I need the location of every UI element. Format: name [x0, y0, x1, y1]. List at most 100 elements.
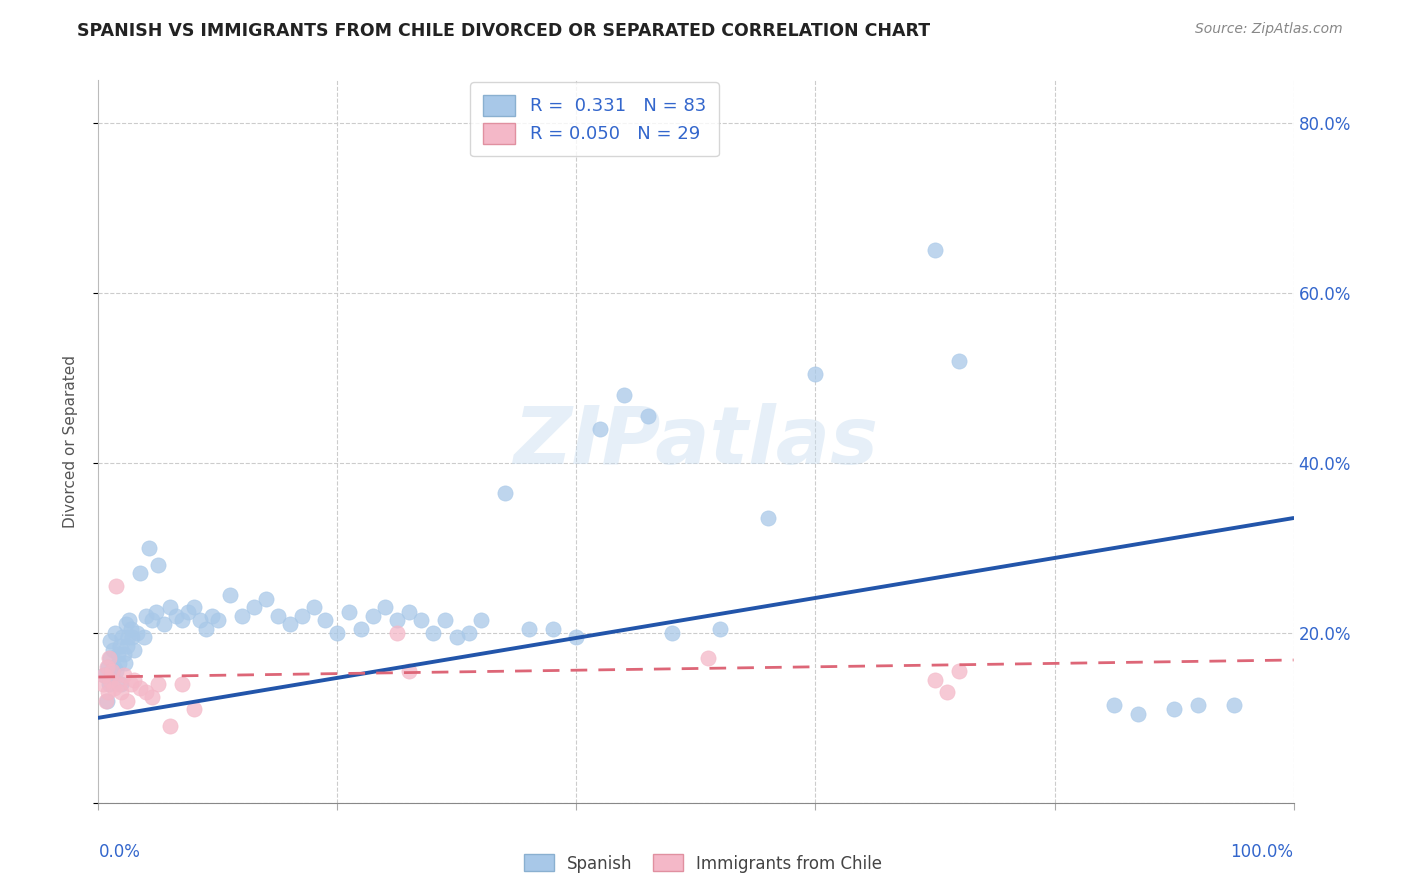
Point — [141, 613, 163, 627]
Point — [924, 673, 946, 687]
Point — [93, 668, 115, 682]
Point — [422, 625, 444, 640]
Point — [385, 625, 409, 640]
Point — [195, 622, 218, 636]
Point — [278, 617, 301, 632]
Point — [948, 664, 970, 678]
Point — [153, 617, 176, 632]
Point — [637, 409, 659, 423]
Point — [697, 651, 720, 665]
Point — [145, 605, 167, 619]
Point — [103, 660, 125, 674]
Legend: R =  0.331   N = 83, R = 0.050   N = 29: R = 0.331 N = 83, R = 0.050 N = 29 — [470, 82, 718, 156]
Point — [115, 617, 138, 632]
Point — [948, 353, 970, 368]
Point — [411, 613, 433, 627]
Point — [100, 664, 122, 678]
Point — [132, 630, 155, 644]
Point — [291, 608, 314, 623]
Point — [125, 625, 148, 640]
Point — [756, 511, 779, 525]
Point — [129, 681, 152, 695]
Point — [114, 656, 136, 670]
Point — [98, 673, 122, 687]
Point — [96, 660, 118, 674]
Point — [98, 651, 122, 665]
Point — [494, 485, 516, 500]
Text: Source: ZipAtlas.com: Source: ZipAtlas.com — [1195, 22, 1343, 37]
Point — [103, 681, 125, 695]
Point — [159, 719, 181, 733]
Point — [98, 677, 121, 691]
Point — [188, 613, 211, 627]
Point — [458, 625, 481, 640]
Point — [107, 647, 129, 661]
Point — [517, 622, 540, 636]
Point — [661, 625, 683, 640]
Point — [117, 630, 139, 644]
Point — [936, 685, 959, 699]
Point — [172, 677, 194, 691]
Point — [374, 600, 396, 615]
Point — [207, 613, 229, 627]
Point — [91, 677, 114, 691]
Point — [177, 605, 200, 619]
Point — [254, 591, 277, 606]
Y-axis label: Divorced or Separated: Divorced or Separated — [63, 355, 77, 528]
Legend: Spanish, Immigrants from Chile: Spanish, Immigrants from Chile — [517, 847, 889, 880]
Point — [315, 613, 337, 627]
Point — [804, 367, 827, 381]
Point — [339, 605, 361, 619]
Point — [1128, 706, 1150, 721]
Point — [613, 388, 636, 402]
Point — [100, 668, 122, 682]
Point — [165, 608, 187, 623]
Point — [97, 685, 120, 699]
Text: 0.0%: 0.0% — [98, 843, 141, 861]
Point — [98, 651, 121, 665]
Point — [135, 685, 157, 699]
Point — [120, 677, 142, 691]
Point — [148, 558, 170, 572]
Point — [219, 588, 242, 602]
Point — [107, 677, 129, 691]
Point — [111, 630, 134, 644]
Point — [183, 702, 205, 716]
Point — [172, 613, 194, 627]
Point — [148, 677, 170, 691]
Point — [1187, 698, 1209, 712]
Point — [565, 630, 588, 644]
Point — [709, 622, 731, 636]
Point — [105, 579, 128, 593]
Point — [541, 622, 564, 636]
Point — [350, 622, 373, 636]
Point — [108, 639, 131, 653]
Point — [385, 613, 409, 627]
Point — [110, 677, 132, 691]
Point — [98, 634, 122, 648]
Point — [97, 660, 120, 674]
Point — [115, 694, 138, 708]
Point — [363, 608, 385, 623]
Point — [121, 630, 143, 644]
Point — [112, 668, 135, 682]
Point — [159, 600, 181, 615]
Point — [1223, 698, 1246, 712]
Point — [183, 600, 205, 615]
Point — [115, 639, 138, 653]
Point — [267, 608, 290, 623]
Point — [94, 694, 117, 708]
Point — [302, 600, 325, 615]
Point — [120, 622, 142, 636]
Point — [129, 566, 152, 581]
Point — [101, 642, 124, 657]
Point — [326, 625, 349, 640]
Point — [1104, 698, 1126, 712]
Point — [110, 685, 132, 699]
Point — [135, 608, 157, 623]
Point — [141, 690, 163, 704]
Point — [589, 422, 612, 436]
Point — [138, 541, 160, 555]
Point — [434, 613, 457, 627]
Point — [105, 664, 128, 678]
